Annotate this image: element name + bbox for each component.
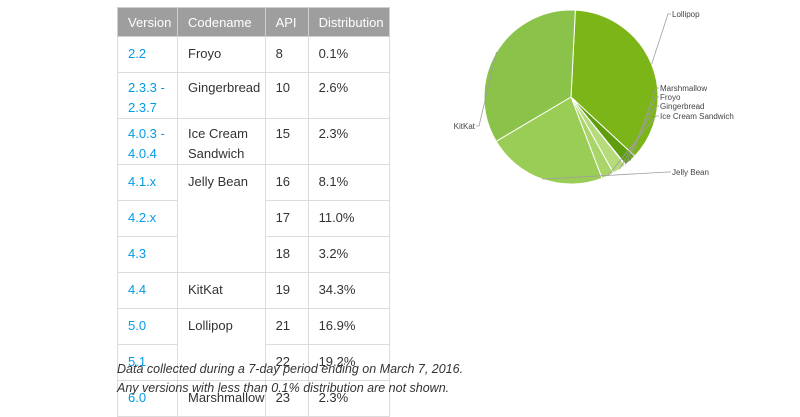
table-row: 2.2 Froyo 8 0.1% [117,36,391,73]
table-row: 5.1 22 19.2% [117,344,391,381]
pie-label-lollipop: Lollipop [672,10,700,19]
api-cell: 21 [264,308,309,345]
leader-line [625,96,659,166]
api-cell: 19 [264,272,309,309]
api-cell: 10 [264,72,309,119]
distribution-cell: 2.3% [307,118,391,165]
codename-cell: KitKat [177,272,266,309]
distribution-cell: 34.3% [307,272,391,309]
table-row: 5.0 Lollipop 21 16.9% [117,308,391,381]
leader-line [619,105,659,170]
leader-line [630,87,659,161]
table-row: 4.0.3 - 4.0.4 Ice Cream Sandwich 15 2.3% [117,118,391,165]
distribution-cell: 19.2% [307,344,391,381]
pie-label-froyo: Froyo [660,93,681,102]
version-link[interactable]: 2.2 [117,36,178,73]
api-cell: 15 [264,118,309,165]
codename-cell: Lollipop [177,308,266,381]
table-row: 4.2.x 17 11.0% [117,200,391,237]
version-link[interactable]: 5.1 [117,344,178,381]
header-api: API [264,7,309,37]
codename-cell: Gingerbread [177,72,266,119]
footnote-line-1: Data collected during a 7-day period end… [117,362,464,376]
leader-line [607,115,659,177]
version-link[interactable]: 4.1.x [117,164,178,201]
pie-label-marshmallow: Marshmallow [660,84,707,93]
pie-label-kitkat: KitKat [454,122,476,131]
distribution-cell: 16.9% [307,308,391,345]
distribution-cell: 2.6% [307,72,391,119]
version-link[interactable]: 4.3 [117,236,178,273]
table-row: 4.3 18 3.2% [117,236,391,273]
api-cell: 22 [264,344,309,381]
header-distribution: Distribution [307,7,391,37]
api-cell: 16 [264,164,309,201]
leader-line [651,13,671,65]
codename-cell: Froyo [177,36,266,73]
version-link[interactable]: 4.4 [117,272,178,309]
codename-cell: Ice Cream Sandwich [177,118,266,165]
header-version: Version [117,7,178,37]
pie-label-jelly-bean: Jelly Bean [672,168,709,177]
api-cell: 17 [264,200,309,237]
codename-cell: Jelly Bean [177,164,266,273]
pie-label-gingerbread: Gingerbread [660,102,704,111]
footnote: Data collected during a 7-day period end… [117,360,463,398]
distribution-cell: 8.1% [307,164,391,201]
leader-line [542,171,671,180]
version-link[interactable]: 2.3.3 - 2.3.7 [117,72,178,119]
footnote-line-2: Any versions with less than 0.1% distrib… [117,381,450,395]
distribution-cell: 3.2% [307,236,391,273]
distribution-cell: 11.0% [307,200,391,237]
pie-label-ice-cream-sandwich: Ice Cream Sandwich [660,112,734,121]
distribution-table: Version Codename API Distribution 2.2 Fr… [117,7,391,417]
table-row: 4.4 KitKat 19 34.3% [117,272,391,309]
version-link[interactable]: 5.0 [117,308,178,345]
version-link[interactable]: 4.2.x [117,200,178,237]
header-codename: Codename [177,7,266,37]
api-cell: 8 [264,36,309,73]
api-cell: 18 [264,236,309,273]
version-link[interactable]: 4.0.3 - 4.0.4 [117,118,178,165]
leader-line [476,51,497,127]
table-row: 2.3.3 - 2.3.7 Gingerbread 10 2.6% [117,72,391,119]
table-header-row: Version Codename API Distribution [117,7,391,37]
distribution-cell: 0.1% [307,36,391,73]
table-row: 4.1.x Jelly Bean 16 8.1% [117,164,391,273]
